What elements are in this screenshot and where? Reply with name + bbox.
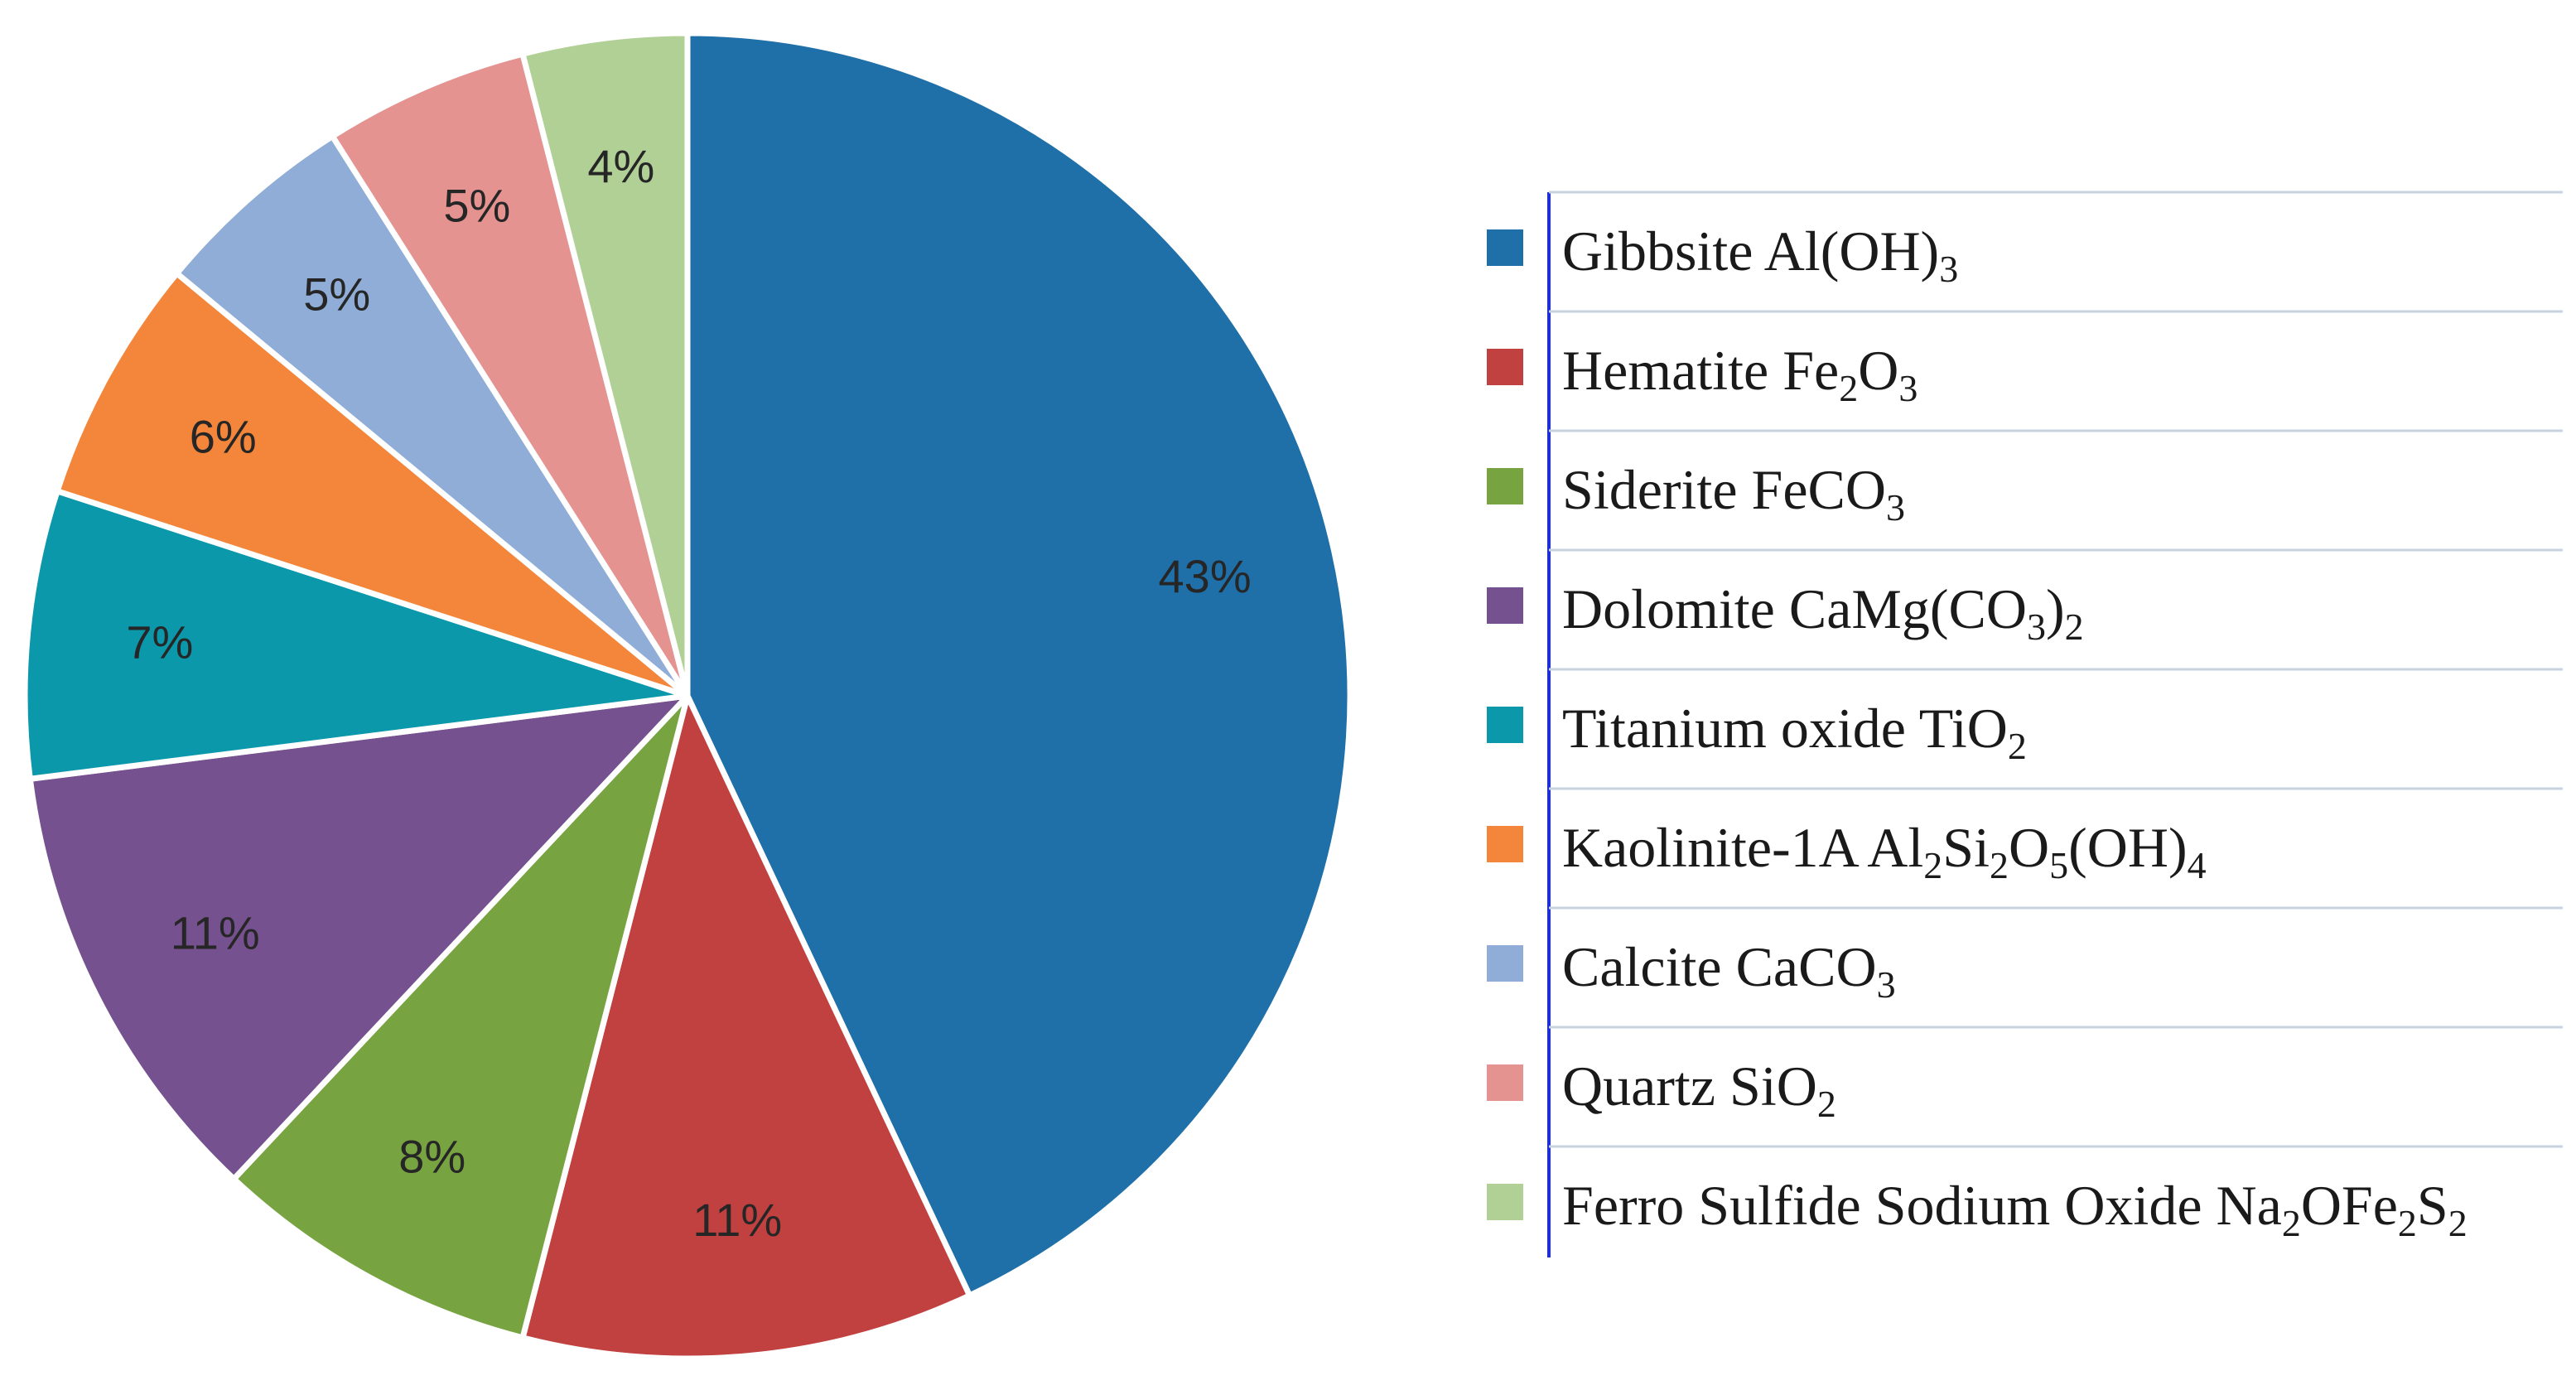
formula-subscript: 3	[1939, 248, 1958, 290]
data-label-kaolinite-1a: 6%	[190, 410, 257, 462]
pie-slice-hematite	[519, 693, 973, 1362]
formula-text: O	[2009, 816, 2049, 879]
legend-swatch-calcite	[1487, 945, 1523, 982]
legend-swatch-dolomite	[1487, 587, 1523, 624]
formula-subscript: 3	[2027, 606, 2046, 648]
formula-subscript: 2	[1923, 844, 1942, 886]
data-label-titanium-oxide: 7%	[126, 616, 193, 669]
formula-subscript: 2	[2008, 725, 2027, 767]
legend-entry-titanium-oxide: Titanium oxide TiO2	[1562, 697, 2027, 767]
formula-text: CaCO	[1736, 935, 1877, 998]
formula-text: Na	[2217, 1174, 2282, 1237]
formula-text: (OH)	[2068, 816, 2188, 879]
pie: 43% 11% 8% 11% 7% 6% 5% 5% 4%	[22, 30, 1353, 1362]
legend-name: Calcite	[1562, 935, 1736, 998]
formula-text: Si	[1942, 816, 1990, 879]
legend-entry-hematite: Hematite Fe2O3	[1562, 339, 1918, 409]
data-label-quartz: 5%	[443, 179, 510, 231]
legend-name: Ferro Sulfide Sodium Oxide	[1562, 1174, 2217, 1237]
formula-text: S	[2417, 1174, 2448, 1237]
formula-subscript: 4	[2188, 844, 2207, 886]
formula-text: TiO	[1919, 697, 2008, 760]
pie-slice-ferro-sulfide-sodium-oxide	[519, 30, 691, 699]
formula-subscript: 2	[2398, 1202, 2417, 1244]
legend-entry-calcite: Calcite CaCO3	[1562, 935, 1896, 1006]
pie-slice-calcite	[174, 133, 691, 699]
formula-subscript: 3	[1898, 367, 1918, 409]
legend-swatch-gibbsite	[1487, 229, 1523, 266]
formula-text: CaMg(CO	[1789, 577, 2027, 640]
formula-text: Al	[1867, 816, 1923, 879]
legend-entry-dolomite: Dolomite CaMg(CO3)2	[1562, 577, 2084, 648]
legend-entry-quartz: Quartz SiO2	[1562, 1055, 1836, 1125]
formula-subscript: 2	[2448, 1202, 2467, 1244]
pie-slice-titanium-oxide	[22, 488, 691, 782]
legend-name: Gibbsite	[1562, 220, 1764, 282]
data-label-ferro-sulfide-sodium-oxide: 4%	[587, 140, 654, 192]
legend-swatch-titanium-oxide	[1487, 707, 1523, 743]
formula-text: Fe	[1782, 339, 1839, 402]
formula-subscript: 5	[2049, 844, 2068, 886]
legend-entry-ferro-sulfide-sodium-oxide: Ferro Sulfide Sodium Oxide Na2OFe2S2	[1562, 1174, 2467, 1244]
legend-swatch-kaolinite-1a	[1487, 826, 1523, 862]
pie-slice-dolomite	[27, 693, 691, 1182]
legend-entry-kaolinite-1a: Kaolinite-1A Al2Si2O5(OH)4	[1562, 816, 2207, 886]
data-label-siderite: 8%	[398, 1131, 466, 1183]
formula-text: SiO	[1729, 1055, 1817, 1117]
formula-subscript: 2	[2065, 606, 2084, 648]
pie-slice-gibbsite	[684, 30, 1353, 1299]
data-label-calcite: 5%	[303, 268, 370, 321]
legend-name: Hematite	[1562, 339, 1782, 402]
data-label-gibbsite: 43%	[1159, 550, 1252, 602]
formula-text: OFe	[2301, 1174, 2398, 1237]
data-label-hematite: 11%	[692, 1194, 782, 1246]
formula-subscript: 3	[1886, 486, 1905, 529]
formula-subscript: 3	[1877, 963, 1896, 1006]
legend-name: Titanium oxide	[1562, 697, 1919, 760]
formula-text: O	[1858, 339, 1898, 402]
formula-text: )	[2046, 577, 2065, 640]
legend-swatch-siderite	[1487, 468, 1523, 504]
formula-text: FeCO	[1752, 458, 1886, 521]
formula-text: Al(OH)	[1764, 220, 1940, 282]
formula-subscript: 2	[2282, 1202, 2301, 1244]
legend-swatch-quartz	[1487, 1064, 1523, 1101]
legend-entry-gibbsite: Gibbsite Al(OH)3	[1562, 220, 1958, 290]
legend-name: Dolomite	[1562, 577, 1789, 640]
legend-name: Quartz	[1562, 1055, 1729, 1117]
legend-name: Siderite	[1562, 458, 1752, 521]
data-label-dolomite: 11%	[171, 906, 260, 958]
legend-swatch-ferro-sulfide-sodium-oxide	[1487, 1184, 1523, 1220]
pie-slice-quartz	[329, 51, 691, 699]
pie-slice-kaolinite-1a	[54, 270, 691, 699]
legend-name: Kaolinite-1A	[1562, 816, 1867, 879]
legend-swatch-hematite	[1487, 349, 1523, 385]
formula-subscript: 2	[1990, 844, 2009, 886]
formula-subscript: 2	[1839, 367, 1858, 409]
formula-subscript: 2	[1817, 1083, 1836, 1125]
legend-entry-siderite: Siderite FeCO3	[1562, 458, 1905, 529]
pie-slice-siderite	[230, 693, 691, 1341]
